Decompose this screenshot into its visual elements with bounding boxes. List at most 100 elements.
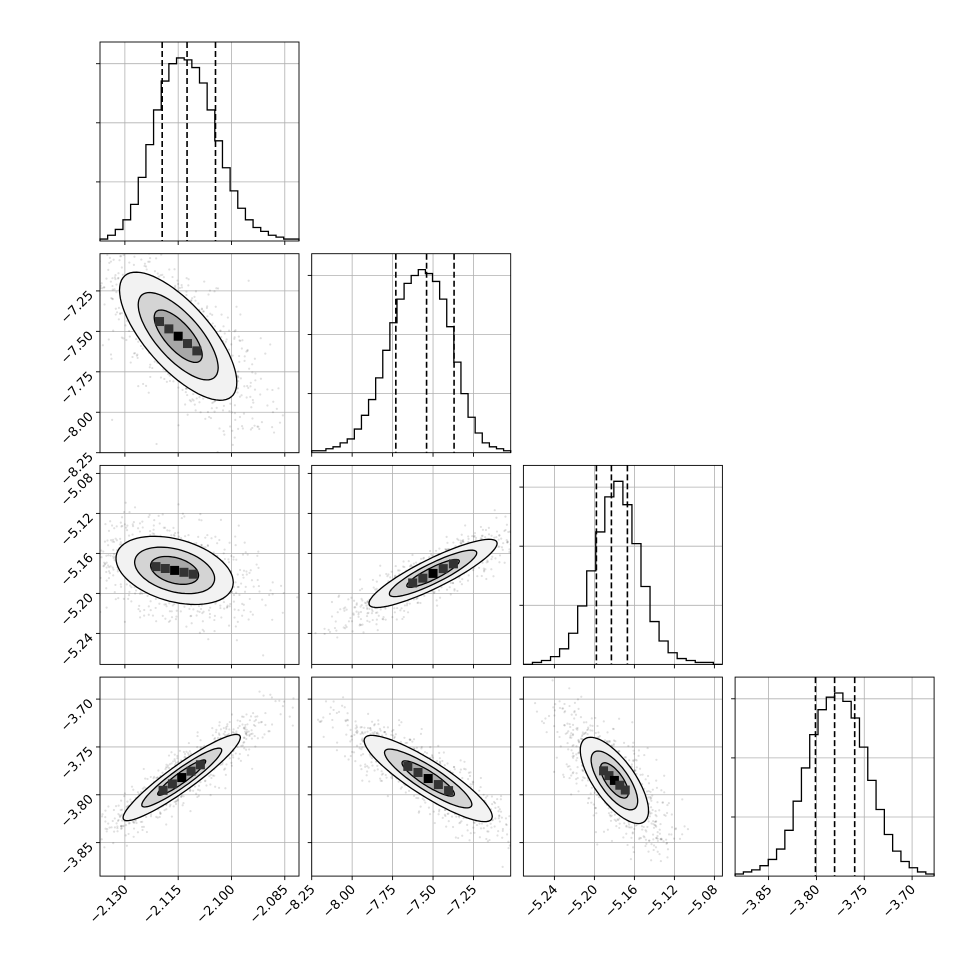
scatter-point bbox=[412, 747, 415, 750]
scatter-point bbox=[498, 554, 502, 557]
scatter-point bbox=[67, 843, 69, 845]
scatter-point bbox=[152, 777, 155, 780]
scatter-point bbox=[253, 734, 256, 738]
scatter-point bbox=[105, 570, 108, 574]
scatter-point bbox=[486, 794, 489, 798]
scatter-point bbox=[601, 468, 603, 470]
scatter-point bbox=[272, 400, 275, 403]
scatter-point bbox=[173, 534, 176, 537]
scatter-point bbox=[480, 537, 483, 540]
scatter-point bbox=[144, 384, 148, 388]
scatter-point bbox=[224, 726, 228, 729]
scatter-point bbox=[467, 777, 470, 781]
scatter-point bbox=[119, 541, 122, 544]
scatter-point bbox=[255, 563, 258, 566]
scatter-point bbox=[574, 778, 578, 781]
scatter-point bbox=[393, 735, 396, 739]
scatter-point bbox=[350, 750, 354, 754]
scatter-point bbox=[579, 737, 583, 740]
scatter-point bbox=[403, 609, 406, 613]
scatter-point bbox=[484, 568, 487, 571]
scatter-point bbox=[278, 421, 282, 424]
scatter-point bbox=[188, 607, 191, 610]
scatter-point bbox=[245, 737, 248, 741]
scatter-point bbox=[268, 593, 271, 597]
scatter-point bbox=[225, 727, 228, 731]
scatter-point bbox=[117, 596, 120, 600]
scatter-point bbox=[381, 772, 385, 775]
scatter-point bbox=[291, 724, 294, 727]
scatter-point bbox=[242, 736, 246, 739]
scatter-point bbox=[190, 614, 193, 617]
scatter-point bbox=[243, 747, 246, 750]
scatter-point bbox=[421, 797, 424, 800]
scatter-point bbox=[165, 605, 168, 608]
scatter-point bbox=[177, 424, 180, 427]
scatter-point bbox=[471, 783, 474, 786]
scatter-point bbox=[488, 838, 491, 842]
scatter-point bbox=[412, 562, 415, 565]
scatter-point bbox=[243, 359, 246, 362]
scatter-point bbox=[249, 715, 253, 718]
scatter-point bbox=[373, 723, 376, 726]
scatter-point bbox=[512, 841, 514, 843]
scatter-point bbox=[540, 531, 542, 533]
scatter-point bbox=[437, 810, 441, 813]
scatter-point bbox=[371, 578, 375, 582]
scatter-point bbox=[422, 557, 425, 560]
scatter-point bbox=[518, 820, 520, 822]
scatter-point bbox=[201, 612, 204, 615]
scatter-point bbox=[197, 784, 201, 787]
scatter-point bbox=[575, 759, 578, 762]
scatter-point bbox=[665, 841, 669, 845]
scatter-point bbox=[516, 846, 518, 848]
density-peak bbox=[438, 564, 448, 574]
scatter-point bbox=[208, 616, 211, 619]
scatter-point bbox=[288, 715, 291, 718]
scatter-point bbox=[177, 535, 180, 538]
scatter-point bbox=[481, 561, 484, 564]
scatter-point bbox=[511, 812, 513, 814]
scatter-point bbox=[422, 556, 426, 559]
scatter-point bbox=[151, 366, 154, 370]
scatter-point bbox=[631, 832, 634, 835]
scatter-point bbox=[202, 610, 205, 613]
scatter-point bbox=[355, 729, 359, 732]
scatter-point bbox=[182, 795, 185, 798]
panel-frame bbox=[734, 676, 935, 877]
scatter-point bbox=[108, 242, 110, 244]
scatter-point bbox=[435, 599, 438, 602]
scatter-point bbox=[148, 530, 152, 533]
scatter-point bbox=[486, 830, 489, 833]
scatter-point bbox=[234, 418, 237, 421]
scatter-point bbox=[451, 825, 455, 829]
scatter-point bbox=[405, 604, 409, 607]
scatter-point bbox=[111, 298, 114, 301]
scatter-point bbox=[149, 363, 152, 366]
scatter-point bbox=[230, 411, 233, 414]
scatter-point bbox=[200, 307, 203, 310]
scatter-point bbox=[213, 774, 216, 777]
scatter-point bbox=[251, 767, 254, 770]
scatter-point bbox=[498, 820, 501, 823]
scatter-point bbox=[236, 585, 239, 589]
scatter-point bbox=[581, 768, 584, 771]
scatter-point bbox=[36, 590, 38, 592]
scatter-point bbox=[181, 388, 184, 392]
scatter-point bbox=[500, 816, 503, 819]
scatter-point bbox=[270, 696, 274, 699]
scatter-point bbox=[473, 535, 476, 538]
density-peak bbox=[164, 324, 174, 334]
scatter-point bbox=[459, 541, 462, 544]
scatter-point bbox=[478, 836, 481, 839]
scatter-point bbox=[415, 796, 418, 800]
scatter-point bbox=[525, 514, 527, 516]
scatter-point bbox=[477, 566, 481, 569]
scatter-point bbox=[151, 614, 155, 617]
scatter-point bbox=[141, 820, 144, 823]
scatter-point bbox=[570, 749, 573, 752]
scatter-point bbox=[87, 280, 89, 282]
scatter-point bbox=[185, 387, 188, 390]
scatter-point bbox=[562, 775, 566, 779]
scatter-point bbox=[269, 589, 272, 592]
